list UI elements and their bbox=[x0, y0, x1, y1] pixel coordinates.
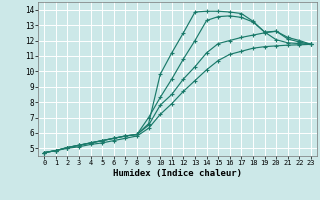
X-axis label: Humidex (Indice chaleur): Humidex (Indice chaleur) bbox=[113, 169, 242, 178]
